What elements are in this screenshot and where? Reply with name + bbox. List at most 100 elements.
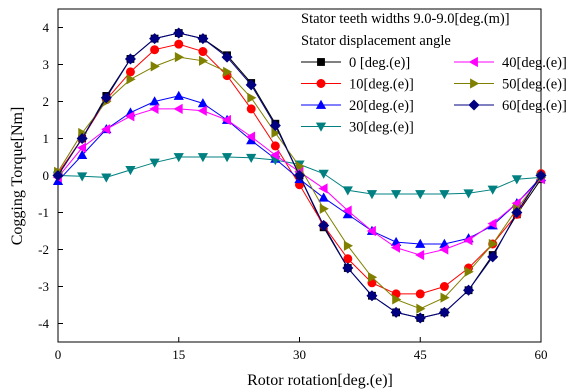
legend-label: 40[deg.(e)]: [502, 55, 567, 71]
data-point: [149, 158, 160, 168]
legend-header-line-1: Stator teeth widths 9.0-9.0[deg.(m)]: [301, 11, 510, 27]
data-point: [416, 303, 426, 314]
data-point: [150, 61, 160, 72]
data-point: [174, 39, 184, 49]
legend-marker: [315, 99, 327, 109]
data-point: [76, 132, 88, 145]
data-point: [223, 66, 233, 78]
data-point: [511, 198, 521, 209]
data-point: [319, 203, 329, 214]
data-point: [174, 51, 184, 63]
legend-entry: 20[deg.(e)]: [301, 98, 414, 114]
legend-label: 0 [deg.(e)]: [349, 55, 410, 71]
y-tick-label: 0: [43, 168, 50, 183]
data-point: [488, 238, 498, 250]
data-point: [221, 114, 231, 126]
data-point: [293, 169, 306, 182]
data-point: [150, 45, 160, 55]
data-point: [487, 251, 499, 263]
data-point: [487, 218, 497, 229]
legend-marker: [470, 78, 480, 89]
legend-label: 60[deg.(e)]: [502, 98, 567, 114]
y-tick-label: -4: [38, 316, 49, 331]
data-point: [173, 153, 184, 163]
data-point: [100, 92, 112, 104]
y-tick-label: -3: [38, 279, 49, 294]
data-point: [149, 33, 161, 45]
data-point: [246, 153, 257, 163]
legend-marker: [317, 58, 325, 66]
data-point: [245, 79, 257, 91]
data-point: [343, 240, 354, 251]
legend-header-line-2: Stator displacement angle: [301, 33, 451, 49]
data-point: [125, 111, 135, 122]
legend-label: 20[deg.(e)]: [349, 98, 414, 114]
data-point: [221, 51, 233, 63]
data-point: [101, 124, 111, 135]
data-point: [318, 169, 329, 179]
data-point: [270, 150, 280, 161]
legend-marker: [315, 122, 327, 132]
y-tick-label: 1: [43, 131, 50, 146]
x-tick-label: 15: [172, 347, 185, 362]
data-point: [76, 142, 87, 153]
data-point: [342, 186, 353, 196]
data-point: [270, 141, 280, 151]
data-point: [173, 103, 183, 115]
axes: 0 15 30 45 60 -4 -3 -2 -1 0 1 2 3 4: [38, 20, 547, 362]
x-tick-label: 30: [293, 347, 306, 362]
data-point: [124, 53, 136, 65]
data-point: [343, 254, 353, 264]
legend-entry: 10[deg.(e)]: [301, 77, 414, 93]
data-point: [101, 173, 112, 183]
data-point: [366, 225, 376, 237]
data-point: [366, 190, 378, 200]
legend-marker: [468, 99, 480, 111]
series-6: [52, 27, 547, 324]
data-point: [173, 90, 184, 100]
data-point: [440, 292, 450, 303]
y-tick-label: 4: [43, 20, 50, 35]
legend-label: 10[deg.(e)]: [349, 77, 414, 93]
data-point: [221, 153, 233, 163]
data-point: [535, 169, 547, 182]
data-point: [439, 244, 449, 255]
legend-entry: 30[deg.(e)]: [301, 120, 414, 136]
data-point: [198, 47, 208, 57]
data-point: [463, 235, 473, 246]
data-point: [295, 161, 305, 172]
data-point: [197, 98, 209, 108]
series-group: [52, 27, 547, 324]
data-point: [318, 183, 328, 194]
data-point: [269, 120, 281, 132]
data-point: [246, 104, 256, 114]
data-point: [245, 131, 256, 142]
y-tick-label: 3: [43, 57, 50, 72]
data-point: [318, 192, 329, 202]
data-point: [487, 185, 498, 195]
data-point: [342, 262, 354, 274]
x-tick-label: 45: [414, 347, 427, 362]
data-point: [77, 172, 88, 182]
y-tick-label: 2: [43, 94, 50, 109]
legend-entry: 50[deg.(e)]: [454, 77, 567, 93]
data-point: [77, 149, 88, 160]
data-point: [199, 55, 209, 66]
legend-entry: 0 [deg.(e)]: [301, 55, 410, 71]
y-tick-label: -1: [38, 205, 49, 220]
data-point: [415, 249, 425, 261]
data-point: [438, 306, 450, 318]
x-axis-title: Rotor rotation[deg.(e)]: [247, 372, 393, 389]
data-point: [463, 189, 474, 199]
y-tick-label: -2: [38, 242, 49, 257]
data-point: [52, 169, 64, 182]
data-point: [464, 266, 474, 277]
legend-label: 50[deg.(e)]: [502, 77, 567, 93]
data-point: [390, 306, 402, 318]
data-point: [125, 67, 135, 77]
data-point: [318, 219, 330, 231]
legend-marker: [468, 56, 478, 68]
data-point: [390, 190, 402, 200]
legend: Stator teeth widths 9.0-9.0[deg.(m)] Sta…: [301, 11, 567, 136]
